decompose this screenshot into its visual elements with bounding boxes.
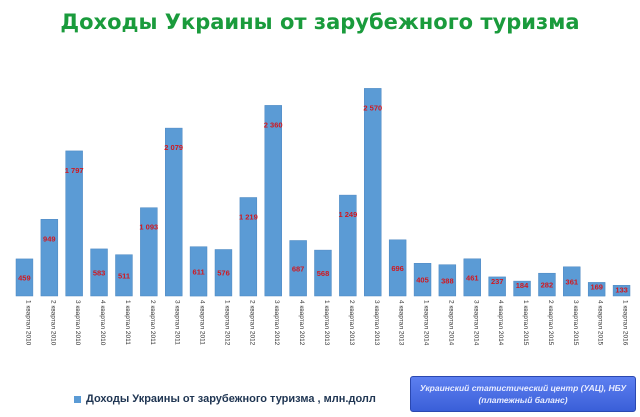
value-label-7: 2 079 — [164, 143, 183, 152]
bar-3 — [65, 150, 83, 297]
value-label-17: 405 — [416, 276, 429, 285]
value-label-3: 1 797 — [65, 166, 84, 175]
value-label-16: 696 — [391, 264, 404, 273]
value-label-11: 2 360 — [264, 120, 283, 129]
bar-10 — [239, 197, 258, 297]
value-label-12: 687 — [292, 264, 305, 273]
source-line-2: (платежный баланс) — [478, 395, 568, 405]
x-tick-label-6: 2 квартал 2011 — [149, 300, 156, 345]
bar-2 — [40, 219, 59, 297]
x-tick-label-10: 2 квартал 2012 — [248, 300, 255, 346]
bar-23 — [563, 266, 581, 297]
bar-15 — [364, 88, 382, 297]
value-label-10: 1 219 — [239, 213, 258, 222]
legend-label: Доходы Украины от зарубежного туризма , … — [86, 393, 376, 405]
bar-6 — [140, 207, 158, 297]
x-tick-label-12: 4 квартал 2012 — [298, 300, 305, 346]
bar-24 — [587, 282, 606, 297]
bar-8 — [189, 246, 208, 297]
x-tick-label-14: 2 квартал 2013 — [348, 300, 355, 346]
x-tick-label-13: 1 квартал 2013 — [323, 300, 330, 346]
x-tick-label-5: 1 квартал 2011 — [124, 300, 131, 345]
x-tick-label-2: 2 квартал 2010 — [49, 300, 56, 346]
x-tick-label-19: 3 квартал 2014 — [472, 300, 479, 346]
value-label-5: 511 — [118, 271, 130, 280]
bar-16 — [388, 239, 407, 297]
x-tick-label-16: 4 квартал 2013 — [398, 300, 405, 346]
bar-11 — [264, 105, 282, 297]
x-tick-label-11: 3 квартал 2012 — [273, 300, 280, 346]
x-tick-label-21: 1 квартал 2015 — [522, 300, 529, 346]
value-label-4: 583 — [93, 269, 106, 278]
bar-4 — [90, 248, 108, 297]
chart-title: Доходы Украины от зарубежного туризма — [60, 10, 580, 34]
x-tick-label-17: 1 квартал 2014 — [423, 300, 430, 346]
value-label-6: 1 093 — [139, 223, 158, 232]
x-tick-label-23: 3 квартал 2015 — [572, 300, 579, 346]
source-line-1: Украинский статистический центр (УАЦ), Н… — [419, 383, 627, 393]
legend: Доходы Украины от зарубежного туризма , … — [74, 393, 376, 405]
legend-swatch — [74, 395, 81, 403]
x-tick-label-1: 1 квартал 2010 — [24, 300, 31, 346]
value-label-9: 576 — [217, 269, 230, 278]
bar-19 — [463, 258, 481, 297]
bar-21 — [513, 280, 531, 297]
value-label-23: 361 — [566, 277, 579, 286]
bar-5 — [115, 254, 133, 297]
bar-1 — [15, 258, 34, 297]
x-tick-label-24: 4 квартал 2015 — [597, 300, 604, 346]
x-tick-label-25: 1 квартал 2016 — [622, 300, 629, 346]
value-label-19: 461 — [466, 273, 479, 282]
value-label-24: 169 — [590, 282, 603, 291]
bar-9 — [214, 249, 233, 297]
value-label-15: 2 570 — [363, 103, 382, 112]
bar-14 — [339, 194, 357, 297]
x-tick-label-18: 2 квартал 2014 — [447, 300, 454, 346]
x-tick-label-20: 4 квартал 2014 — [497, 300, 504, 346]
bar-22 — [538, 272, 556, 297]
value-label-20: 237 — [491, 277, 504, 286]
value-label-22: 282 — [541, 281, 554, 290]
bar-12 — [289, 240, 307, 297]
value-label-8: 611 — [193, 267, 205, 276]
value-label-1: 459 — [18, 274, 31, 283]
x-tick-label-22: 2 квартал 2015 — [547, 300, 554, 346]
x-tick-label-9: 1 квартал 2012 — [224, 300, 231, 346]
x-tick-label-8: 4 квартал 2011 — [199, 300, 206, 345]
bar-17 — [413, 263, 432, 297]
bar-20 — [488, 276, 506, 297]
bar-25 — [612, 285, 631, 297]
bar-18 — [438, 264, 457, 297]
value-label-2: 949 — [43, 234, 56, 243]
value-label-13: 568 — [317, 269, 330, 278]
x-tick-label-3: 3 квартал 2010 — [74, 300, 81, 346]
value-label-21: 184 — [516, 281, 529, 290]
value-label-18: 388 — [441, 276, 454, 285]
source-box: Украинский статистический центр (УАЦ), Н… — [410, 376, 636, 412]
x-tick-label-4: 4 квартал 2010 — [99, 300, 106, 346]
value-label-14: 1 249 — [339, 210, 358, 219]
x-tick-label-7: 3 квартал 2011 — [174, 300, 181, 345]
bar-13 — [314, 249, 332, 297]
bar-7 — [165, 127, 183, 297]
x-tick-label-15: 3 квартал 2013 — [373, 300, 380, 346]
value-label-25: 133 — [615, 285, 628, 294]
